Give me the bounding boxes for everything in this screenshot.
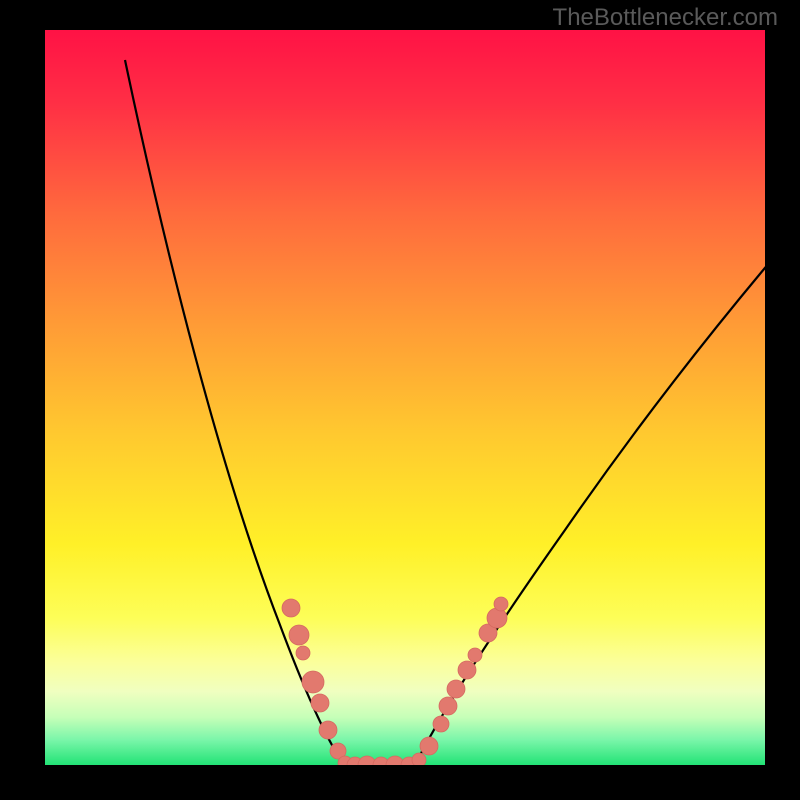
data-marker: [468, 648, 482, 662]
left-curve: [125, 60, 345, 765]
right-curve: [415, 215, 765, 765]
data-marker: [433, 716, 449, 732]
watermark-text: TheBottlenecker.com: [553, 4, 778, 32]
data-marker: [494, 597, 508, 611]
data-marker: [420, 737, 438, 755]
data-marker: [447, 680, 465, 698]
data-marker: [458, 661, 476, 679]
data-marker: [289, 625, 309, 645]
data-marker: [319, 721, 337, 739]
data-marker: [311, 694, 329, 712]
data-marker: [302, 671, 324, 693]
data-marker: [487, 608, 507, 628]
data-marker: [412, 753, 426, 765]
curve-layer: [45, 30, 765, 765]
data-marker: [296, 646, 310, 660]
marker-group: [282, 597, 508, 765]
plot-area: [45, 30, 765, 765]
data-marker: [282, 599, 300, 617]
chart-canvas: TheBottlenecker.com: [0, 0, 800, 800]
data-marker: [439, 697, 457, 715]
